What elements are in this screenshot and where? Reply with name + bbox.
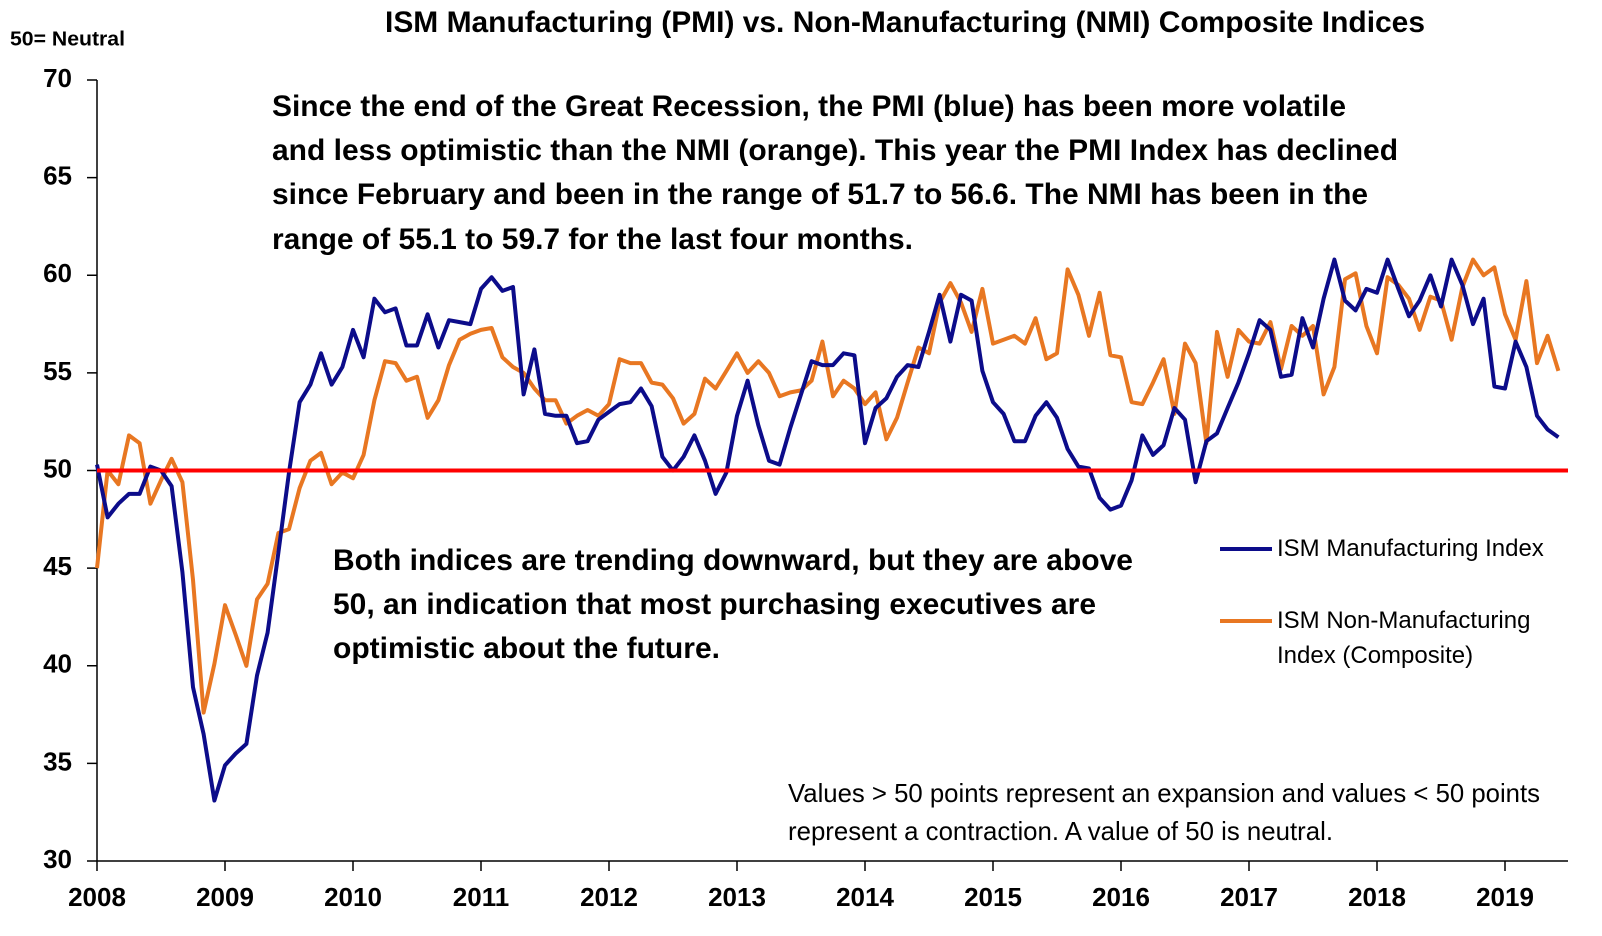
annotation: represent a contraction. A value of 50 i…: [788, 816, 1333, 846]
annotation: Both indices are trending downward, but …: [333, 544, 1133, 577]
annotation: optimistic about the future.: [333, 632, 720, 665]
annotation: Since the end of the Great Recession, th…: [272, 90, 1346, 123]
x-tick-label: 2017: [1220, 882, 1278, 912]
x-tick-label: 2012: [580, 882, 638, 912]
y-tick-label: 55: [43, 356, 72, 386]
legend-label: ISM Manufacturing Index: [1277, 535, 1544, 562]
legend-label: ISM Non-Manufacturing Index (Composite): [1277, 607, 1531, 669]
x-tick-label: 2019: [1476, 882, 1534, 912]
y-tick-label: 40: [43, 649, 72, 679]
y-tick-label: 45: [43, 551, 72, 581]
y-tick-label: 65: [43, 161, 72, 191]
annotation: range of 55.1 to 59.7 for the last four …: [272, 223, 913, 256]
x-tick-label: 2016: [1092, 882, 1150, 912]
chart-title: ISM Manufacturing (PMI) vs. Non-Manufact…: [385, 6, 1425, 39]
x-tick-label: 2009: [196, 882, 254, 912]
y-axis-label: 50= Neutral: [10, 28, 125, 50]
x-tick-label: 2010: [324, 882, 382, 912]
series-line: [95, 257, 1560, 803]
annotation: Values > 50 points represent an expansio…: [788, 778, 1540, 808]
x-tick-label: 2013: [708, 882, 766, 912]
annotation: 50, an indication that most purchasing e…: [333, 588, 1096, 621]
annotation: and less optimistic than the NMI (orange…: [272, 134, 1398, 167]
y-tick-label: 70: [43, 63, 72, 93]
y-tick-label: 60: [43, 258, 72, 288]
x-tick-label: 2015: [964, 882, 1022, 912]
x-tick-label: 2008: [68, 882, 126, 912]
y-tick-label: 50: [43, 453, 72, 483]
y-tick-label: 35: [43, 746, 72, 776]
x-tick-label: 2011: [453, 882, 509, 912]
annotation: since February and been in the range of …: [272, 178, 1368, 211]
y-tick-label: 30: [43, 844, 72, 874]
x-tick-label: 2014: [836, 882, 894, 912]
x-tick-label: 2018: [1348, 882, 1406, 912]
